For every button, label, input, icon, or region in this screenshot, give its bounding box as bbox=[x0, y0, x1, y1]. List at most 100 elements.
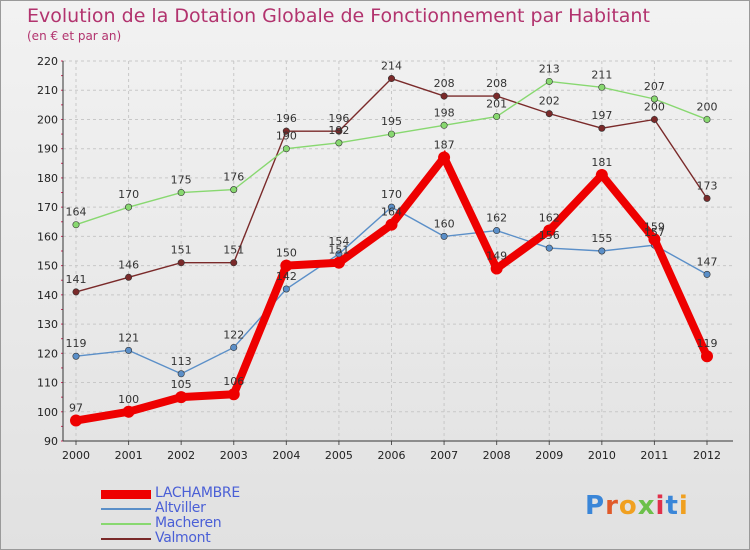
data-label-lachambre: 97 bbox=[69, 402, 83, 415]
data-label-macheren: 198 bbox=[434, 106, 455, 119]
x-tick-label: 2008 bbox=[483, 449, 511, 462]
x-tick-label: 2009 bbox=[535, 449, 563, 462]
data-point-altviller bbox=[387, 203, 395, 211]
y-tick-label: 190 bbox=[37, 143, 58, 156]
data-point-macheren bbox=[650, 95, 658, 103]
data-label-macheren: 164 bbox=[66, 206, 87, 219]
data-label-macheren: 195 bbox=[381, 115, 402, 128]
data-point-altviller bbox=[125, 346, 133, 354]
data-label-altviller: 119 bbox=[66, 337, 87, 350]
data-label-macheren: 200 bbox=[697, 100, 718, 113]
data-point-valmont bbox=[125, 273, 133, 281]
data-label-macheren: 176 bbox=[223, 171, 244, 184]
data-point-valmont bbox=[387, 75, 395, 83]
chart-title: Evolution de la Dotation Globale de Fonc… bbox=[27, 5, 650, 27]
data-point-macheren bbox=[703, 115, 711, 123]
data-label-altviller: 170 bbox=[381, 188, 402, 201]
data-point-macheren bbox=[440, 121, 448, 129]
data-point-lachambre bbox=[385, 218, 398, 231]
data-point-altviller bbox=[440, 232, 448, 240]
data-point-altviller bbox=[72, 352, 80, 360]
data-point-macheren bbox=[387, 130, 395, 138]
data-point-macheren bbox=[72, 221, 80, 229]
data-label-macheren: 207 bbox=[644, 80, 665, 93]
data-label-macheren: 213 bbox=[539, 62, 560, 75]
data-label-lachambre: 151 bbox=[328, 244, 349, 257]
x-tick-label: 2001 bbox=[115, 449, 143, 462]
data-label-lachambre: 106 bbox=[223, 375, 244, 388]
data-label-macheren: 192 bbox=[328, 124, 349, 137]
y-tick-label: 140 bbox=[37, 289, 58, 302]
y-tick-label: 100 bbox=[37, 406, 58, 419]
y-tick-label: 210 bbox=[37, 84, 58, 97]
y-tick-label: 200 bbox=[37, 113, 58, 126]
data-label-altviller: 160 bbox=[434, 217, 455, 230]
data-point-valmont bbox=[650, 115, 658, 123]
data-point-altviller bbox=[598, 247, 606, 255]
data-label-macheren: 211 bbox=[591, 68, 612, 81]
legend-swatch-lachambre bbox=[101, 490, 151, 499]
data-point-valmont bbox=[598, 124, 606, 132]
x-tick-label: 2011 bbox=[640, 449, 668, 462]
data-label-valmont: 202 bbox=[539, 95, 560, 108]
data-point-valmont bbox=[72, 288, 80, 296]
data-label-valmont: 208 bbox=[434, 77, 455, 90]
legend-label-valmont: Valmont bbox=[155, 530, 211, 546]
data-point-altviller bbox=[230, 343, 238, 351]
data-label-lachambre: 159 bbox=[644, 220, 665, 233]
data-point-valmont bbox=[703, 194, 711, 202]
data-label-altviller: 142 bbox=[276, 270, 297, 283]
data-point-lachambre bbox=[122, 405, 135, 418]
data-label-lachambre: 162 bbox=[539, 212, 560, 225]
data-label-altviller: 147 bbox=[697, 255, 718, 268]
data-point-macheren bbox=[598, 83, 606, 91]
data-label-macheren: 175 bbox=[171, 174, 192, 187]
y-tick-label: 220 bbox=[37, 55, 58, 68]
data-point-valmont bbox=[440, 92, 448, 100]
data-label-altviller: 156 bbox=[539, 229, 560, 242]
data-label-altviller: 121 bbox=[118, 331, 139, 344]
data-label-lachambre: 164 bbox=[381, 206, 402, 219]
y-tick-label: 90 bbox=[44, 435, 58, 448]
legend-swatch-altviller bbox=[101, 508, 151, 510]
legend-swatch-valmont bbox=[101, 538, 151, 540]
data-point-valmont bbox=[282, 127, 290, 135]
data-point-lachambre bbox=[438, 151, 451, 164]
data-point-macheren bbox=[335, 139, 343, 147]
data-label-valmont: 214 bbox=[381, 60, 402, 73]
data-point-macheren bbox=[493, 113, 501, 121]
data-point-valmont bbox=[177, 259, 185, 267]
y-tick-label: 180 bbox=[37, 172, 58, 185]
data-label-macheren: 190 bbox=[276, 130, 297, 143]
data-label-macheren: 201 bbox=[486, 98, 507, 111]
proxiti-logo: Proxiti bbox=[585, 491, 689, 521]
data-label-valmont: 197 bbox=[591, 109, 612, 122]
data-label-valmont: 196 bbox=[328, 112, 349, 125]
data-point-lachambre bbox=[332, 256, 345, 269]
data-point-macheren bbox=[545, 77, 553, 85]
data-point-altviller bbox=[545, 244, 553, 252]
data-point-lachambre bbox=[701, 350, 713, 363]
x-tick-label: 2007 bbox=[430, 449, 458, 462]
data-label-lachambre: 149 bbox=[486, 250, 507, 263]
data-label-lachambre: 150 bbox=[276, 247, 297, 260]
x-tick-label: 2000 bbox=[62, 449, 90, 462]
data-point-lachambre bbox=[70, 414, 82, 427]
x-tick-label: 2010 bbox=[588, 449, 616, 462]
logo-letter: r bbox=[605, 491, 619, 521]
data-point-lachambre bbox=[175, 391, 188, 404]
x-tick-label: 2006 bbox=[378, 449, 406, 462]
data-label-lachambre: 100 bbox=[118, 393, 139, 406]
y-tick-label: 160 bbox=[37, 230, 58, 243]
legend-label-macheren: Macheren bbox=[155, 515, 222, 531]
data-label-valmont: 200 bbox=[644, 100, 665, 113]
data-point-macheren bbox=[125, 203, 133, 211]
data-point-macheren bbox=[230, 186, 238, 194]
x-tick-label: 2002 bbox=[167, 449, 195, 462]
data-point-valmont bbox=[230, 259, 238, 267]
logo-letter: x bbox=[637, 491, 656, 521]
data-label-altviller: 157 bbox=[644, 226, 665, 239]
data-label-valmont: 141 bbox=[66, 273, 87, 286]
data-label-valmont: 151 bbox=[171, 244, 192, 257]
